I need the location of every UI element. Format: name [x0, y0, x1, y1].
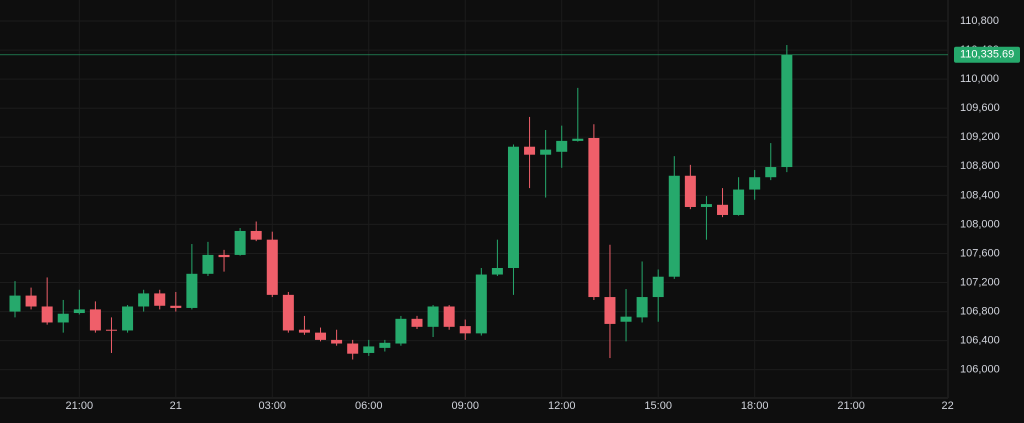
- y-tick-label: 107,200: [960, 276, 1000, 288]
- candle-body: [781, 54, 793, 168]
- candle-body: [443, 306, 455, 327]
- candle-body: [524, 146, 536, 155]
- candle-body: [105, 329, 117, 331]
- candle-body: [507, 146, 519, 268]
- candle-body: [138, 293, 150, 307]
- y-tick-label: 108,800: [960, 160, 1000, 172]
- x-tick-label: 15:00: [644, 400, 672, 412]
- candle-body: [25, 295, 37, 307]
- candle-body: [266, 239, 278, 295]
- x-tick-label: 21: [170, 400, 182, 412]
- y-tick-label: 106,400: [960, 335, 1000, 347]
- candle-body: [234, 230, 246, 255]
- candle-body: [9, 295, 21, 312]
- x-tick-label: 18:00: [741, 400, 769, 412]
- candle-body: [556, 140, 568, 152]
- y-tick-label: 108,400: [960, 189, 1000, 201]
- candle-body: [475, 274, 487, 334]
- candle-body: [427, 306, 439, 327]
- candle-body: [684, 175, 696, 207]
- x-tick-label: 09:00: [451, 400, 479, 412]
- candle-body: [604, 297, 616, 324]
- last-price-label: 110,335.69: [960, 49, 1014, 61]
- x-tick-label: 06:00: [355, 400, 383, 412]
- candle-body: [717, 204, 729, 215]
- candle-body: [331, 339, 343, 344]
- candle-body: [411, 318, 423, 327]
- candle-body: [250, 230, 262, 240]
- candle-body: [636, 297, 648, 318]
- candle-body: [298, 329, 310, 333]
- y-tick-label: 110,000: [960, 73, 999, 85]
- candle-body: [89, 309, 101, 331]
- candle-body: [588, 137, 600, 298]
- candle-body: [572, 138, 584, 141]
- y-tick-label: 109,600: [960, 102, 1000, 114]
- candle-body: [491, 267, 503, 275]
- candle-body: [154, 293, 166, 306]
- x-tick-label: 03:00: [259, 400, 287, 412]
- candle-body: [765, 167, 777, 178]
- candle-body: [315, 332, 327, 340]
- candle-body: [379, 342, 391, 348]
- candle-body: [347, 343, 359, 354]
- candle-body: [540, 149, 552, 155]
- candle-body: [218, 254, 230, 258]
- y-tick-label: 106,000: [960, 364, 1000, 376]
- y-tick-label: 107,600: [960, 247, 1000, 259]
- candle-body: [202, 254, 214, 274]
- candle-body: [282, 294, 294, 331]
- y-tick-label: 110,800: [960, 15, 999, 27]
- candle-body: [700, 204, 712, 207]
- x-tick-label: 21:00: [837, 400, 865, 412]
- candle-body: [186, 273, 198, 308]
- candle-body: [122, 306, 134, 331]
- candle-body: [733, 189, 745, 215]
- last-price-box: [954, 46, 1020, 63]
- candle-body: [620, 316, 632, 322]
- x-tick-label: 12:00: [548, 400, 576, 412]
- candle-body: [652, 276, 664, 298]
- candle-body: [170, 305, 182, 308]
- y-tick-label: 108,000: [960, 218, 1000, 230]
- candle-body: [73, 309, 85, 314]
- x-tick-label: 21:00: [66, 400, 94, 412]
- candle-body: [749, 177, 761, 190]
- x-tick-label: 22: [942, 400, 954, 412]
- candle-body: [395, 318, 407, 344]
- candle-body: [57, 313, 69, 323]
- candle-body: [668, 175, 680, 277]
- y-tick-label: 109,200: [960, 131, 1000, 143]
- candle-body: [41, 306, 53, 323]
- y-tick-label: 106,800: [960, 305, 1000, 317]
- candle-body: [459, 326, 471, 334]
- candle-body: [363, 346, 375, 353]
